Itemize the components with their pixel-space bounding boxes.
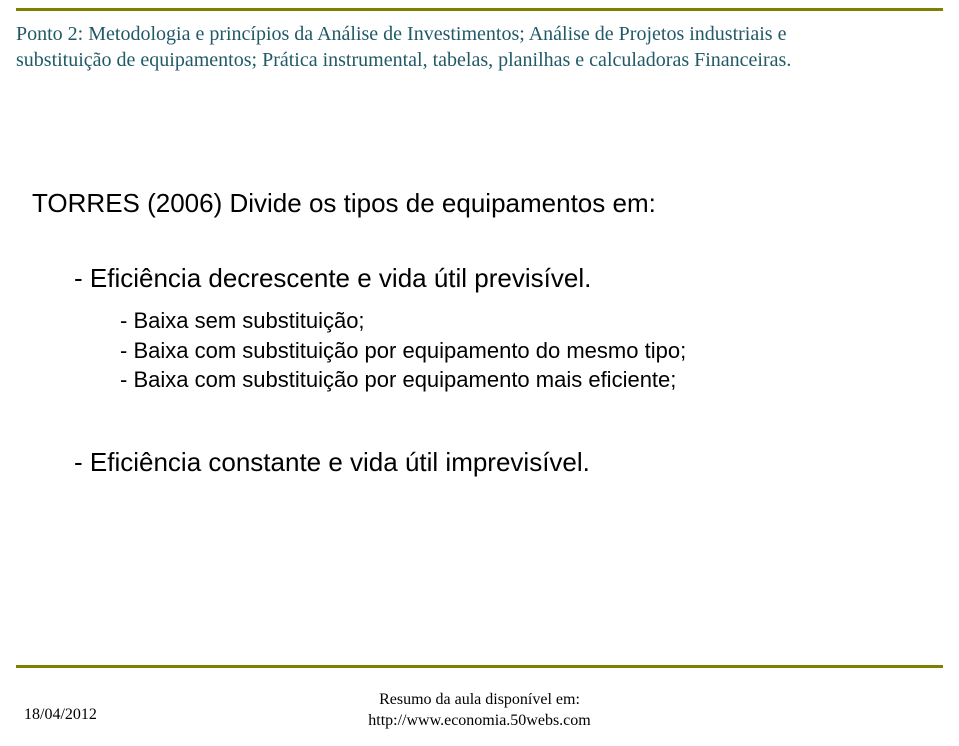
header-line-1: Ponto 2: Metodologia e princípios da Aná…: [16, 21, 935, 47]
footer-center: Resumo da aula disponível em: http://www…: [0, 690, 959, 732]
top-horizontal-rule: [16, 8, 943, 11]
footer-url: http://www.economia.50webs.com: [0, 711, 959, 732]
sub-bullet-3: - Baixa com substituição por equipamento…: [120, 365, 919, 395]
sub-bullets-group: - Baixa sem substituição; - Baixa com su…: [120, 306, 919, 395]
bullet-1: - Eficiência decrescente e vida útil pre…: [74, 263, 919, 294]
slide-body: TORRES (2006) Divide os tipos de equipam…: [32, 188, 919, 478]
sub-bullet-2: - Baixa com substituição por equipamento…: [120, 336, 919, 366]
bullet-2: - Eficiência constante e vida útil impre…: [74, 447, 919, 478]
bottom-horizontal-rule: [16, 665, 943, 668]
torres-heading: TORRES (2006) Divide os tipos de equipam…: [32, 188, 919, 219]
sub-bullet-1: - Baixa sem substituição;: [120, 306, 919, 336]
slide-header: Ponto 2: Metodologia e princípios da Aná…: [16, 21, 935, 73]
footer-caption: Resumo da aula disponível em:: [0, 690, 959, 711]
header-line-2: substituição de equipamentos; Prática in…: [16, 47, 935, 73]
